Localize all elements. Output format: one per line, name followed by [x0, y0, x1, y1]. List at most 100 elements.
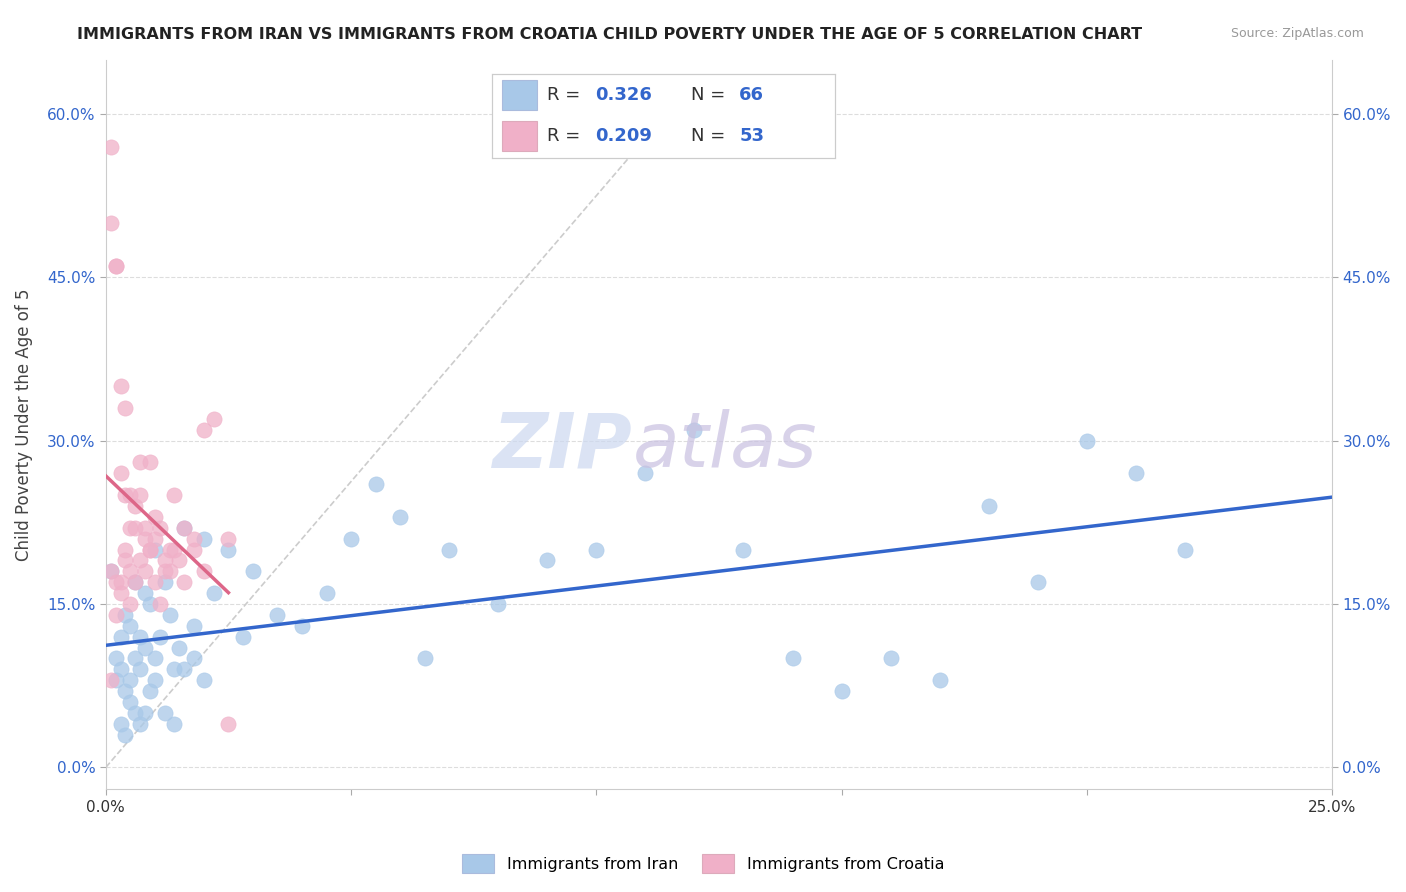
Point	[143, 510, 166, 524]
Point	[1076, 434, 1098, 448]
Point	[114, 607, 136, 622]
Point	[110, 575, 132, 590]
Point	[683, 423, 706, 437]
Point	[134, 706, 156, 720]
Point	[120, 565, 142, 579]
Point	[173, 662, 195, 676]
Point	[163, 662, 186, 676]
Point	[153, 575, 176, 590]
Point	[159, 607, 181, 622]
Point	[120, 521, 142, 535]
Point	[110, 662, 132, 676]
Point	[129, 662, 152, 676]
Point	[291, 619, 314, 633]
Point	[585, 542, 607, 557]
Point	[173, 521, 195, 535]
Point	[193, 673, 215, 688]
Point	[104, 260, 127, 274]
Point	[413, 651, 436, 665]
Point	[183, 542, 205, 557]
Point	[134, 521, 156, 535]
Point	[149, 521, 172, 535]
Point	[120, 488, 142, 502]
Point	[1026, 575, 1049, 590]
Text: ZIP: ZIP	[494, 409, 633, 483]
Point	[134, 565, 156, 579]
Point	[389, 510, 412, 524]
Point	[124, 651, 146, 665]
Point	[202, 586, 225, 600]
Point	[163, 716, 186, 731]
Point	[266, 607, 288, 622]
Point	[110, 630, 132, 644]
Point	[129, 716, 152, 731]
Point	[831, 684, 853, 698]
Point	[149, 630, 172, 644]
Point	[340, 532, 363, 546]
Point	[139, 684, 162, 698]
Point	[129, 488, 152, 502]
Point	[100, 565, 122, 579]
Point	[193, 532, 215, 546]
Point	[169, 553, 191, 567]
Point	[129, 630, 152, 644]
Point	[217, 542, 239, 557]
Point	[173, 521, 195, 535]
Point	[114, 542, 136, 557]
Point	[169, 640, 191, 655]
Point	[143, 651, 166, 665]
Point	[183, 619, 205, 633]
Point	[486, 597, 509, 611]
Point	[173, 575, 195, 590]
Point	[143, 532, 166, 546]
Point	[129, 455, 152, 469]
Point	[183, 532, 205, 546]
Point	[134, 532, 156, 546]
Point	[217, 532, 239, 546]
Point	[134, 640, 156, 655]
Point	[153, 553, 176, 567]
Point	[183, 651, 205, 665]
Point	[110, 586, 132, 600]
Point	[124, 706, 146, 720]
Text: IMMIGRANTS FROM IRAN VS IMMIGRANTS FROM CROATIA CHILD POVERTY UNDER THE AGE OF 5: IMMIGRANTS FROM IRAN VS IMMIGRANTS FROM …	[77, 27, 1143, 42]
Point	[104, 651, 127, 665]
Point	[153, 565, 176, 579]
Point	[120, 597, 142, 611]
Point	[159, 565, 181, 579]
Point	[124, 499, 146, 513]
Point	[114, 553, 136, 567]
Point	[193, 565, 215, 579]
Point	[124, 575, 146, 590]
Point	[100, 565, 122, 579]
Point	[437, 542, 460, 557]
Point	[104, 260, 127, 274]
Y-axis label: Child Poverty Under the Age of 5: Child Poverty Under the Age of 5	[15, 288, 32, 560]
Point	[536, 553, 558, 567]
Text: atlas: atlas	[633, 409, 818, 483]
Point	[364, 477, 387, 491]
Point	[159, 542, 181, 557]
Point	[110, 379, 132, 393]
Point	[134, 586, 156, 600]
Point	[1125, 467, 1147, 481]
Legend: Immigrants from Iran, Immigrants from Croatia: Immigrants from Iran, Immigrants from Cr…	[456, 847, 950, 880]
Point	[733, 542, 755, 557]
Point	[232, 630, 254, 644]
Point	[163, 542, 186, 557]
Point	[100, 216, 122, 230]
Point	[110, 716, 132, 731]
Point	[782, 651, 804, 665]
Point	[139, 455, 162, 469]
Point	[114, 488, 136, 502]
Point	[104, 575, 127, 590]
Point	[120, 673, 142, 688]
Point	[193, 423, 215, 437]
Point	[110, 467, 132, 481]
Point	[120, 695, 142, 709]
Point	[114, 728, 136, 742]
Point	[114, 684, 136, 698]
Point	[149, 597, 172, 611]
Point	[139, 597, 162, 611]
Point	[879, 651, 901, 665]
